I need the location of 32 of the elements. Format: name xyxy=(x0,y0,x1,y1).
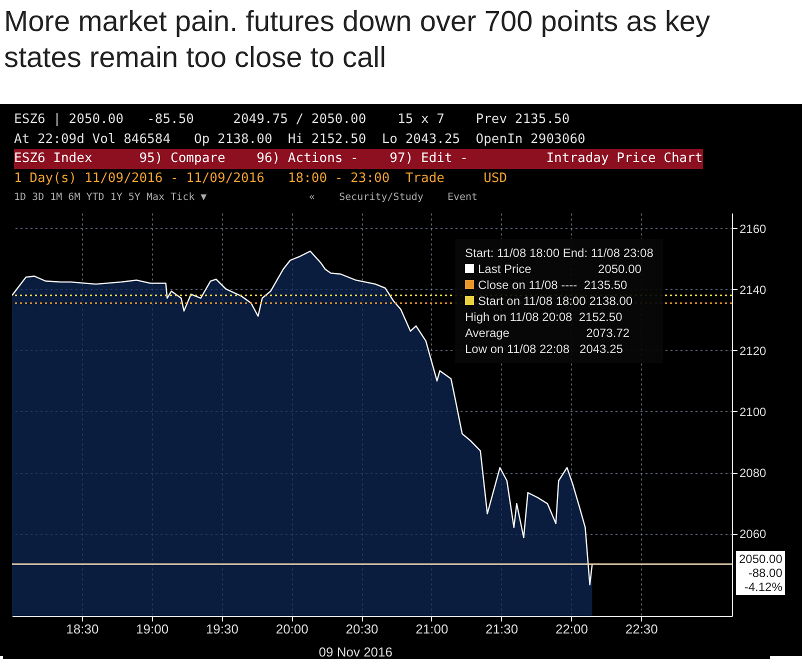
x-tick-label: 19:00 xyxy=(136,622,169,636)
x-tick-label: 18:30 xyxy=(66,622,99,636)
y-tick-label: 2060 xyxy=(740,527,767,542)
x-tick-label: 20:30 xyxy=(346,622,378,636)
x-tick-label: 19:30 xyxy=(206,622,238,636)
annotation: High on 11/08 20:08 2152.50 xyxy=(465,309,624,325)
x-axis-title: 09 Nov 2016 xyxy=(318,644,392,659)
text: -4.12% xyxy=(743,580,782,594)
annotation: Average 2073.72 xyxy=(465,325,631,341)
y-tick-label: 2140 xyxy=(740,282,767,297)
x-tick-label: 22:00 xyxy=(555,622,588,636)
annotation: Low on 11/08 22:08 2043.25 xyxy=(465,341,624,357)
x-tick-label: 21:30 xyxy=(486,622,518,636)
y-tick-label: 2120 xyxy=(740,344,767,358)
y-tick-label: 2160 xyxy=(740,222,767,236)
annotation: Close on 11/08 ---- 2135.50 xyxy=(477,277,628,293)
text: 1 Day(s) 11/09/2016 - 11/09/2016 18:00 - 23:00 Trade USD xyxy=(14,170,508,188)
text: ESZ6 | 2050.00 -85.50 2049.75 / 2050.00 15 x 7 Prev 2135.50 xyxy=(14,111,571,129)
annotation: Start on 11/08 18:00 2138.00 xyxy=(477,293,634,309)
y-tick-label: 2080 xyxy=(740,466,767,480)
text: 2050.00 xyxy=(739,552,782,566)
chart-title: More market pain. futures down over 700 points as key states remain too close to call xyxy=(3,5,712,76)
annotation: Start: 11/08 18:00 End: 11/08 23:08 xyxy=(465,245,654,261)
x-tick-label: 20:00 xyxy=(276,622,308,636)
x-tick-label: 21:00 xyxy=(416,622,448,636)
y-tick-label: 2100 xyxy=(740,404,767,419)
x-tick-label: 22:30 xyxy=(625,622,658,636)
text: 1D 3D 1M 6M YTD 1Y 5Y Max Tick ▼ « Security/Study Event xyxy=(14,191,479,205)
annotation: Last Price 2050.00 xyxy=(477,261,642,277)
text: ESZ6 Index 95) Compare 96) Actions - 97) Edit - Intraday Price Chart xyxy=(14,149,703,168)
text: At 22:09d Vol 846584 Op 2138.00 Hi 2152.50 Lo 2043.25 OpenIn 2903060 xyxy=(14,130,586,148)
text: -88.00 xyxy=(747,566,782,580)
